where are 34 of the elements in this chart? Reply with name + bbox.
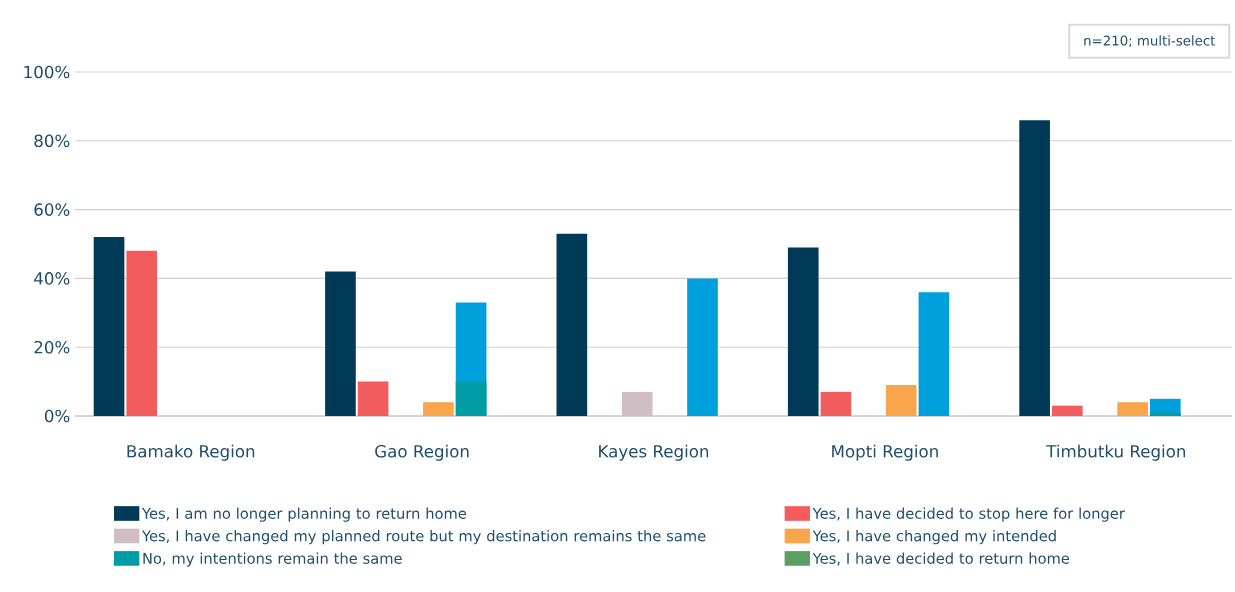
bar xyxy=(126,250,158,416)
x-tick-label: Mopti Region xyxy=(832,444,938,461)
bar xyxy=(423,402,454,416)
legend-label: No, my intentions remain the same xyxy=(143,552,402,567)
bar xyxy=(357,381,389,416)
bar xyxy=(687,278,718,416)
bar xyxy=(556,233,588,416)
bar xyxy=(621,391,653,416)
legend-label: Yes, I have decided to return home xyxy=(812,552,1070,566)
y-tick-label: 60% xyxy=(34,203,70,216)
legend-label: Yes, I have decided to stop here for longer xyxy=(812,507,1125,522)
bar xyxy=(787,247,819,416)
x-tick-label: Timbutku Region xyxy=(1046,444,1186,461)
bar xyxy=(1051,405,1083,416)
bar xyxy=(918,292,950,416)
bar xyxy=(455,381,487,416)
y-tick-label: 80% xyxy=(34,134,70,148)
bar xyxy=(820,391,852,416)
text: n=210; multi-select xyxy=(1084,35,1216,47)
bar xyxy=(1019,120,1050,416)
bar xyxy=(1117,402,1148,416)
y-tick-label: 0% xyxy=(44,409,70,423)
y-tick-label: 40% xyxy=(34,272,70,285)
legend-label: Yes, I am no longer planning to return home xyxy=(141,507,467,522)
legend-label: Yes, I have changed my planned route but my destination remains the same xyxy=(141,530,706,545)
x-tick-label: Gao Region xyxy=(375,444,469,461)
bar xyxy=(93,237,125,416)
bar xyxy=(885,385,917,416)
y-tick-label: 20% xyxy=(34,340,70,354)
x-tick-label: Bamako Region xyxy=(127,444,255,461)
y-tick-label: 100% xyxy=(24,65,70,79)
bar xyxy=(325,271,356,416)
legend-label: Yes, I have changed my intended xyxy=(812,530,1056,545)
x-tick-label: Kayes Region xyxy=(599,444,709,461)
